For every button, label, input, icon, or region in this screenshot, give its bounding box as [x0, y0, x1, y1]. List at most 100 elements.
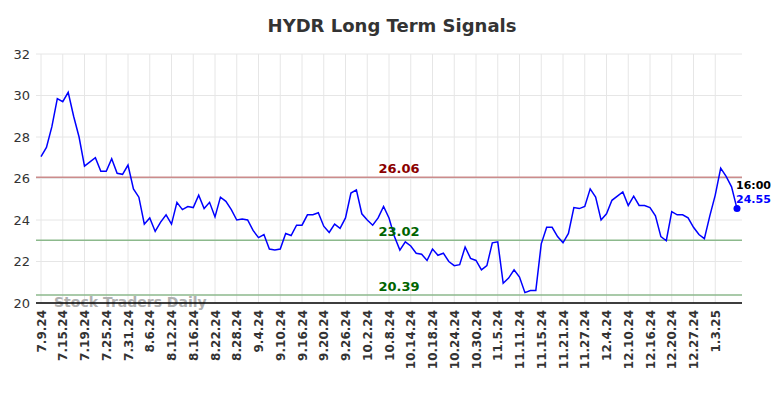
price-line — [41, 92, 737, 292]
x-tick-label: 9.10.24 — [274, 310, 288, 361]
x-tick: 7.9.24 — [35, 303, 49, 353]
x-tick-label: 10.14.24 — [404, 310, 418, 369]
x-tick-label: 11.15.24 — [535, 310, 549, 369]
plot-area — [36, 92, 742, 295]
x-tick-label: 9.26.24 — [339, 310, 353, 361]
grid-line-x — [519, 54, 520, 303]
x-tick: 7.25.24 — [100, 303, 114, 361]
x-tick-label: 7.19.24 — [78, 310, 92, 361]
x-tick: 8.22.24 — [209, 303, 223, 361]
x-tick: 9.20.24 — [317, 303, 331, 361]
x-tick-label: 9.20.24 — [317, 310, 331, 361]
grid-line-x — [106, 54, 107, 303]
x-tick: 8.6.24 — [143, 303, 157, 353]
x-tick: 9.16.24 — [296, 303, 310, 361]
grid-line-x — [323, 54, 324, 303]
x-tick-label: 7.25.24 — [100, 310, 114, 361]
grid-line-x — [715, 54, 716, 303]
x-tick: 10.30.24 — [470, 303, 484, 369]
last-time-label: 16:00 — [736, 179, 771, 192]
x-tick: 1.3.25 — [709, 303, 723, 353]
x-tick-label: 10.24.24 — [448, 310, 462, 369]
grid-line-x — [693, 54, 694, 303]
grid-line-x — [410, 54, 411, 303]
y-tick-label: 24 — [13, 213, 30, 228]
signal-label: 20.39 — [378, 279, 419, 294]
x-tick-label: 12.16.24 — [644, 310, 658, 369]
x-tick-label: 8.16.24 — [187, 310, 201, 361]
x-tick: 10.2.24 — [361, 303, 375, 361]
x-tick: 12.16.24 — [644, 303, 658, 369]
grid-line-x — [650, 54, 651, 303]
signal-line — [36, 177, 742, 179]
grid-line-x — [584, 54, 585, 303]
y-tick: 30 — [13, 88, 36, 103]
x-tick-label: 11.21.24 — [557, 310, 571, 369]
x-tick: 12.27.24 — [687, 303, 701, 369]
y-tick-label: 30 — [13, 88, 30, 103]
x-tick: 12.10.24 — [622, 303, 636, 369]
signal-label: 26.06 — [378, 161, 419, 176]
x-tick-label: 8.28.24 — [230, 310, 244, 361]
y-tick-label: 20 — [13, 296, 30, 311]
y-tick-label: 26 — [13, 171, 30, 186]
signal-label: 23.02 — [378, 224, 419, 239]
grid-line-x — [171, 54, 172, 303]
x-axis: 7.9.247.15.247.19.247.25.247.31.248.6.24… — [35, 303, 742, 369]
grid-line-x — [367, 54, 368, 303]
x-tick: 10.18.24 — [426, 303, 440, 369]
chart: HYDR Long Term Signals Stock Traders Dail… — [0, 0, 784, 398]
x-tick: 7.19.24 — [78, 303, 92, 361]
x-tick: 9.26.24 — [339, 303, 353, 361]
grid-line-x — [302, 54, 303, 303]
grid-line-x — [62, 54, 63, 303]
grid-line-x — [432, 54, 433, 303]
x-tick-label: 11.5.24 — [491, 310, 505, 361]
x-tick: 7.15.24 — [56, 303, 70, 361]
x-tick: 10.8.24 — [383, 303, 397, 361]
grid-line-x — [236, 54, 237, 303]
x-tick: 10.24.24 — [448, 303, 462, 369]
x-tick-label: 8.6.24 — [143, 310, 157, 353]
signal-line — [36, 240, 742, 242]
y-tick: 26 — [13, 171, 36, 186]
x-tick-label: 10.8.24 — [383, 310, 397, 361]
grid-line-x — [258, 54, 259, 303]
x-tick-label: 12.10.24 — [622, 310, 636, 369]
x-tick-label: 10.18.24 — [426, 310, 440, 369]
x-tick-label: 12.20.24 — [665, 310, 679, 369]
x-tick: 8.12.24 — [165, 303, 179, 361]
x-tick: 12.20.24 — [665, 303, 679, 369]
x-tick: 9.4.24 — [252, 303, 266, 353]
grid — [36, 54, 742, 303]
grid-line-x — [628, 54, 629, 303]
x-tick-label: 7.9.24 — [35, 310, 49, 353]
x-tick-label: 8.22.24 — [209, 310, 223, 361]
x-tick-label: 10.30.24 — [470, 310, 484, 369]
grid-line-x — [84, 54, 85, 303]
x-tick: 8.16.24 — [187, 303, 201, 361]
last-point — [734, 205, 741, 212]
y-tick: 32 — [13, 47, 36, 62]
x-tick: 11.5.24 — [491, 303, 505, 361]
grid-line-x — [497, 54, 498, 303]
title: HYDR Long Term Signals — [268, 15, 517, 36]
grid-line-y — [36, 303, 742, 304]
grid-line-x — [389, 54, 390, 303]
grid-line-x — [671, 54, 672, 303]
x-tick: 12.4.24 — [600, 303, 614, 361]
grid-line-x — [280, 54, 281, 303]
grid-line-x — [606, 54, 607, 303]
y-tick-label: 28 — [13, 130, 30, 145]
y-tick: 20 — [13, 296, 36, 311]
x-tick: 10.14.24 — [404, 303, 418, 369]
y-tick-label: 22 — [13, 254, 30, 269]
grid-line-x — [41, 54, 42, 303]
y-axis-line — [36, 55, 37, 304]
x-tick-label: 7.15.24 — [56, 310, 70, 361]
grid-line-x — [345, 54, 346, 303]
grid-line-x — [541, 54, 542, 303]
x-tick-label: 9.16.24 — [296, 310, 310, 361]
watermark: Stock Traders Daily — [54, 294, 207, 310]
x-tick-label: 9.4.24 — [252, 310, 266, 353]
